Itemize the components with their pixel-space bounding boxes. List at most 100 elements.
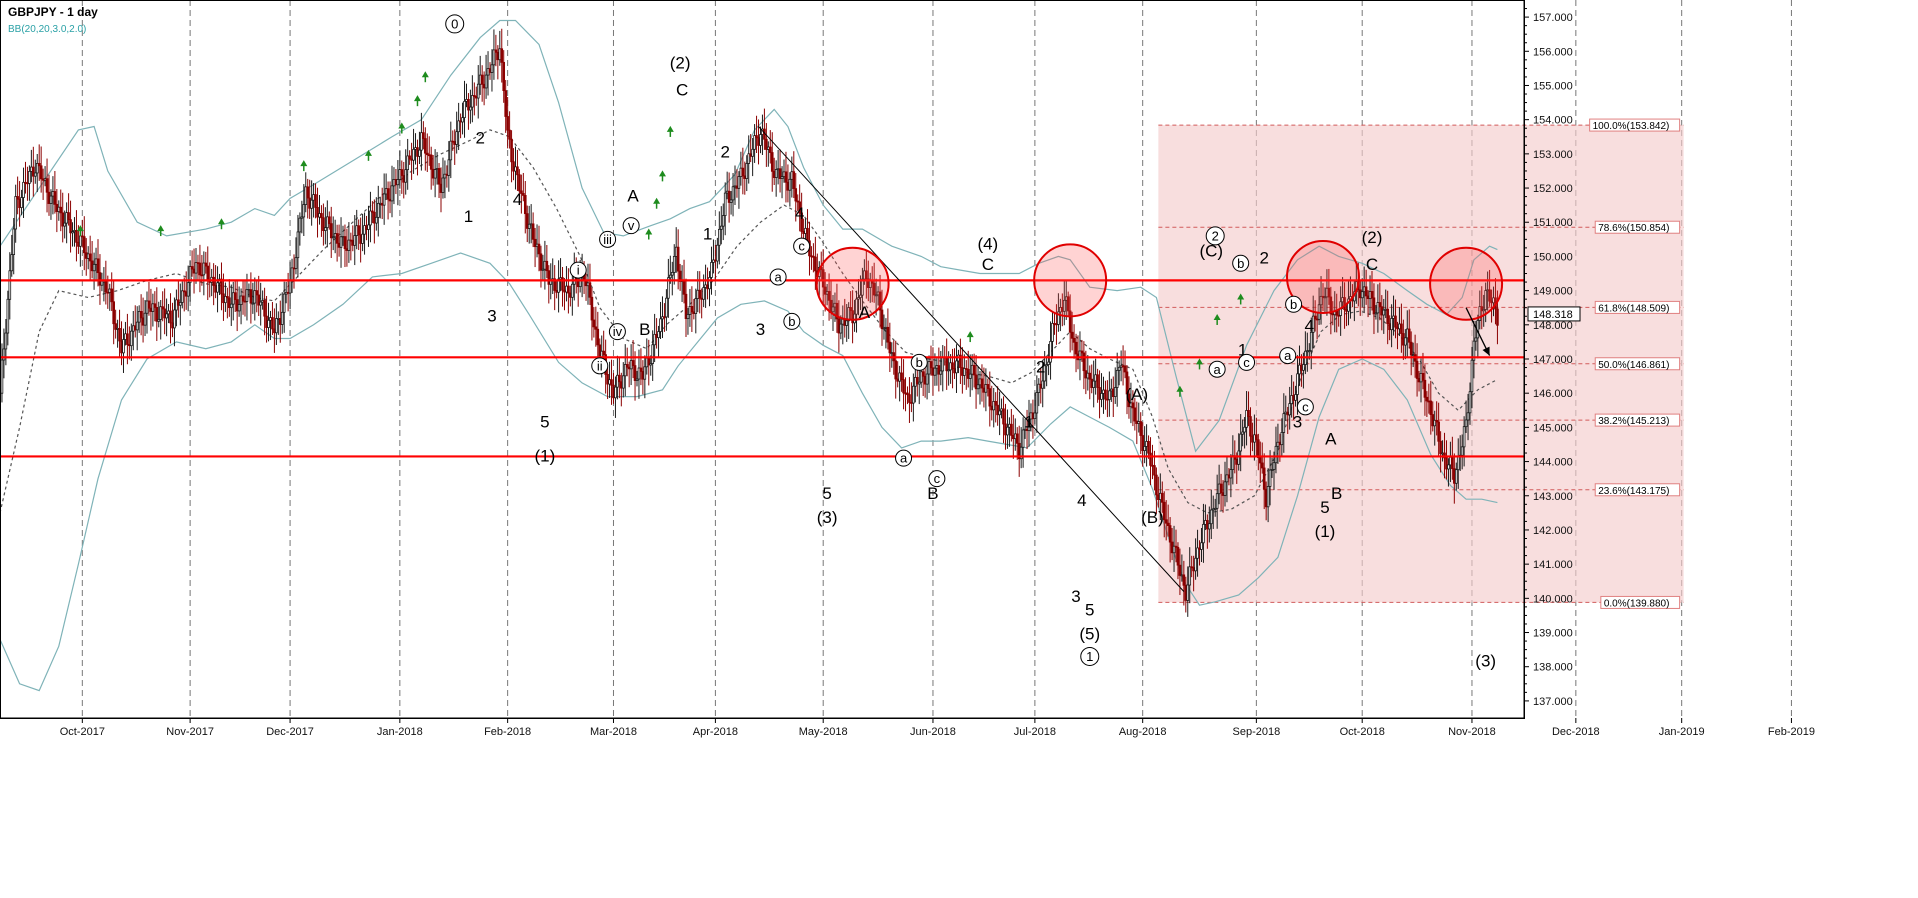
circled-wave-label: iii xyxy=(603,232,612,247)
fib-level-label: 78.6%(150.854) xyxy=(1598,223,1669,234)
fib-label-box xyxy=(1594,483,1681,497)
candle-body xyxy=(955,360,958,374)
candle-body xyxy=(1462,426,1466,448)
candle-body xyxy=(500,48,504,63)
wave-label: (A) xyxy=(1125,385,1148,404)
candle-body xyxy=(1008,423,1011,428)
candle-body xyxy=(1480,306,1484,312)
wave-circle xyxy=(445,14,465,34)
candle-body xyxy=(20,197,23,208)
candle-body xyxy=(739,167,743,177)
candle-body xyxy=(602,350,605,356)
candle-body xyxy=(994,401,997,406)
candle-body xyxy=(394,179,398,186)
candle-body xyxy=(745,163,749,179)
candle-body xyxy=(721,215,725,227)
candle-body xyxy=(612,384,615,399)
candle-body xyxy=(26,182,29,185)
candle-body xyxy=(1245,410,1248,428)
wave-label: C xyxy=(676,81,688,100)
candle-body xyxy=(1168,525,1172,543)
candle-body xyxy=(1460,446,1464,456)
wave-circle xyxy=(622,217,640,235)
candle-body xyxy=(529,223,533,226)
price-tick-label: 157.000 xyxy=(1533,12,1573,24)
candle-body xyxy=(708,277,711,290)
candle-body xyxy=(149,307,153,312)
candle-body xyxy=(1198,547,1201,550)
candle-body xyxy=(1370,291,1374,299)
price-tick-label: 141.000 xyxy=(1533,559,1573,571)
candle-body xyxy=(1074,341,1078,355)
candle-body xyxy=(484,74,488,89)
candle-body xyxy=(1215,493,1219,509)
candle-body xyxy=(182,290,186,293)
candle-body xyxy=(239,295,243,305)
candle-body xyxy=(945,357,948,372)
candle-body xyxy=(1170,541,1174,554)
candle-body xyxy=(365,225,368,230)
candle-body xyxy=(792,171,796,190)
candle-body xyxy=(1280,432,1284,446)
candle-body xyxy=(465,98,468,102)
circled-wave-label: iv xyxy=(613,324,623,339)
candle-body xyxy=(277,318,280,320)
candle-body xyxy=(65,212,68,224)
candle-body xyxy=(961,367,964,376)
last-price-box xyxy=(1527,306,1581,322)
candle-body xyxy=(1123,365,1127,373)
candle-body xyxy=(1088,372,1092,380)
candle-body xyxy=(435,168,439,170)
candle-body xyxy=(257,294,261,306)
fib-label-box xyxy=(1594,413,1681,427)
candle-body xyxy=(1227,474,1231,479)
candle-body xyxy=(253,290,257,304)
candle-body xyxy=(1390,318,1393,331)
candle-body xyxy=(1335,310,1339,316)
candle-body xyxy=(1204,520,1207,525)
candle-body xyxy=(914,377,917,387)
candle-body xyxy=(714,259,717,262)
wave-circle xyxy=(1285,295,1303,313)
candle-body xyxy=(925,373,929,385)
candle-body xyxy=(896,378,899,382)
wave-circle xyxy=(793,237,811,255)
candle-body xyxy=(1070,331,1074,339)
candle-body xyxy=(1231,455,1235,470)
price-tick-label: 150.000 xyxy=(1533,251,1573,263)
candle-body xyxy=(998,410,1001,416)
circled-wave-label: a xyxy=(1214,362,1222,377)
candle-body xyxy=(422,132,425,139)
candle-body xyxy=(453,141,457,145)
candle-body xyxy=(90,260,94,272)
annotation-layer: 21435(1)AB(2)C21435(3)AB(4)C21435(5)(A)(… xyxy=(76,14,1504,671)
candle-body xyxy=(69,219,72,234)
candle-body xyxy=(390,185,394,202)
candle-body xyxy=(398,169,402,180)
circled-wave-label: b xyxy=(1290,297,1297,312)
candle-body xyxy=(1437,421,1440,442)
candle-body xyxy=(1090,378,1094,388)
candle-body xyxy=(718,228,721,246)
candle-body xyxy=(476,83,480,99)
candle-body xyxy=(0,359,4,394)
candle-body xyxy=(1262,467,1266,490)
candle-body xyxy=(1045,364,1048,367)
candle-body xyxy=(67,212,70,221)
candle-body xyxy=(727,190,731,203)
candle-body xyxy=(827,291,831,301)
candle-body xyxy=(778,168,782,179)
candle-body xyxy=(53,191,57,205)
candle-body xyxy=(1439,440,1442,454)
candle-body xyxy=(1290,395,1293,404)
candle-body xyxy=(1062,299,1066,312)
wave-circle xyxy=(608,323,626,341)
candle-body xyxy=(1133,407,1137,422)
candle-body xyxy=(629,360,633,370)
candle-body xyxy=(1253,434,1256,443)
candle-body xyxy=(1155,474,1158,496)
candle-body xyxy=(75,230,78,243)
wave-label: 5 xyxy=(1320,498,1329,517)
circled-wave-label: c xyxy=(798,239,805,254)
candle-body xyxy=(1145,441,1148,447)
